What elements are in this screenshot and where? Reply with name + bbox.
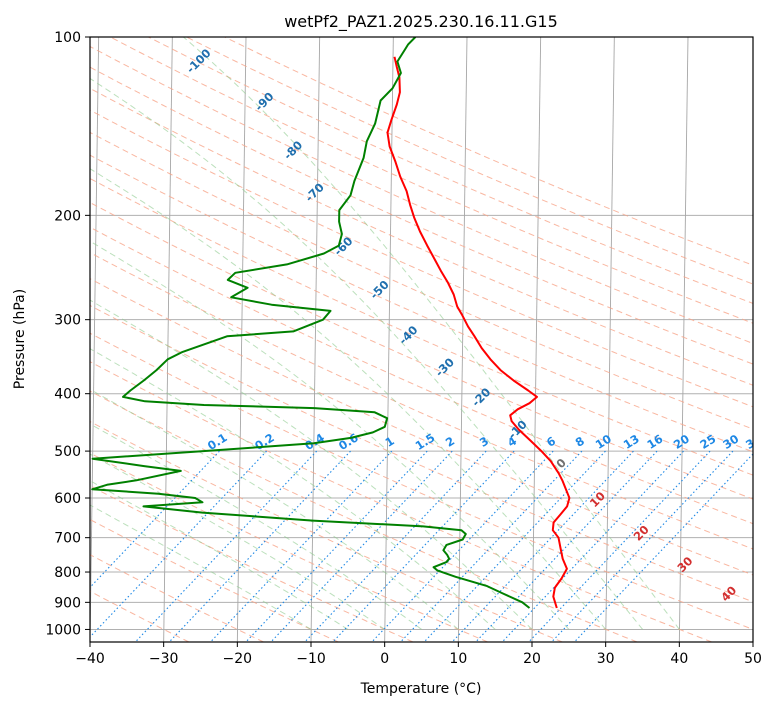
dry-adiabat xyxy=(90,252,753,550)
x-tick-label: 10 xyxy=(449,651,467,667)
mixing-ratio-label: 36 xyxy=(743,432,764,452)
y-tick-label: 800 xyxy=(54,565,81,581)
x-tick-label: 0 xyxy=(380,651,389,667)
dry-adiabat xyxy=(90,361,712,642)
x-tick-label: 50 xyxy=(744,651,762,667)
dry-adiabat xyxy=(90,131,753,430)
isotherm-line xyxy=(605,37,615,642)
isotherm-line xyxy=(236,37,247,642)
y-tick-label: 700 xyxy=(54,531,81,547)
y-tick-label: 1000 xyxy=(45,622,81,638)
isotherm-line xyxy=(384,37,394,642)
profile-series xyxy=(91,37,571,609)
moist-adiabat xyxy=(90,480,349,630)
y-tick-label: 300 xyxy=(54,313,81,329)
y-axis-label: Pressure (hPa) xyxy=(12,289,28,389)
moist-adiabat xyxy=(90,77,644,630)
x-axis-ticks: −40 −30 −20 −10 0 10 20 30 40 50 xyxy=(75,642,762,667)
moist-adiabat xyxy=(90,348,496,630)
dry-adiabat xyxy=(148,37,753,304)
dry-adiabat-lines xyxy=(90,37,753,642)
dry-adiabat xyxy=(90,554,264,642)
moist-adiabat xyxy=(183,37,680,630)
x-axis-label: Temperature (°C) xyxy=(360,681,482,697)
x-tick-label: −30 xyxy=(149,651,179,667)
x-tick-label: 40 xyxy=(670,651,688,667)
y-tick-label: 400 xyxy=(54,387,81,403)
dry-adiabat xyxy=(90,202,753,500)
dry-adiabat xyxy=(90,390,638,642)
dry-adiabat xyxy=(90,154,753,453)
moist-adiabat xyxy=(90,168,607,630)
chart-title: wetPf2_PAZ1.2025.230.16.11.G15 xyxy=(284,12,558,32)
x-tick-label: 30 xyxy=(597,651,615,667)
dry-adiabat xyxy=(90,304,753,603)
dry-adiabat xyxy=(109,37,753,324)
plot-area: -100-90-80-70-60-50-40-30-20-10010203040… xyxy=(90,37,764,642)
x-tick-label: −20 xyxy=(223,651,253,667)
dry-adiabat xyxy=(90,278,753,576)
y-tick-label: 500 xyxy=(54,444,81,460)
dry-adiabat xyxy=(90,66,753,365)
profile-line-1 xyxy=(386,56,571,609)
dry-adiabat xyxy=(90,452,488,642)
y-tick-label: 200 xyxy=(54,208,81,224)
plot-frame xyxy=(89,36,754,643)
profile-line-2 xyxy=(91,37,531,609)
moist-adiabat xyxy=(90,423,422,630)
isotherm-line xyxy=(310,37,321,642)
moist-adiabat xyxy=(90,504,312,630)
isotherm-line xyxy=(90,37,100,642)
y-tick-label: 900 xyxy=(54,595,81,611)
x-tick-label: −40 xyxy=(75,651,105,667)
y-tick-label: 600 xyxy=(54,491,81,507)
y-tick-label: 100 xyxy=(54,30,81,46)
dry-adiabat xyxy=(90,485,414,642)
isotherm-line xyxy=(678,37,689,642)
isotherm-line xyxy=(163,37,173,642)
dry-adiabat xyxy=(90,590,190,642)
y-axis-ticks: 100 200 300 400 500 600 700 800 900 1000 xyxy=(45,30,90,638)
x-tick-label: 20 xyxy=(523,651,541,667)
x-tick-label: −10 xyxy=(296,651,326,667)
dry-adiabat xyxy=(90,226,753,525)
